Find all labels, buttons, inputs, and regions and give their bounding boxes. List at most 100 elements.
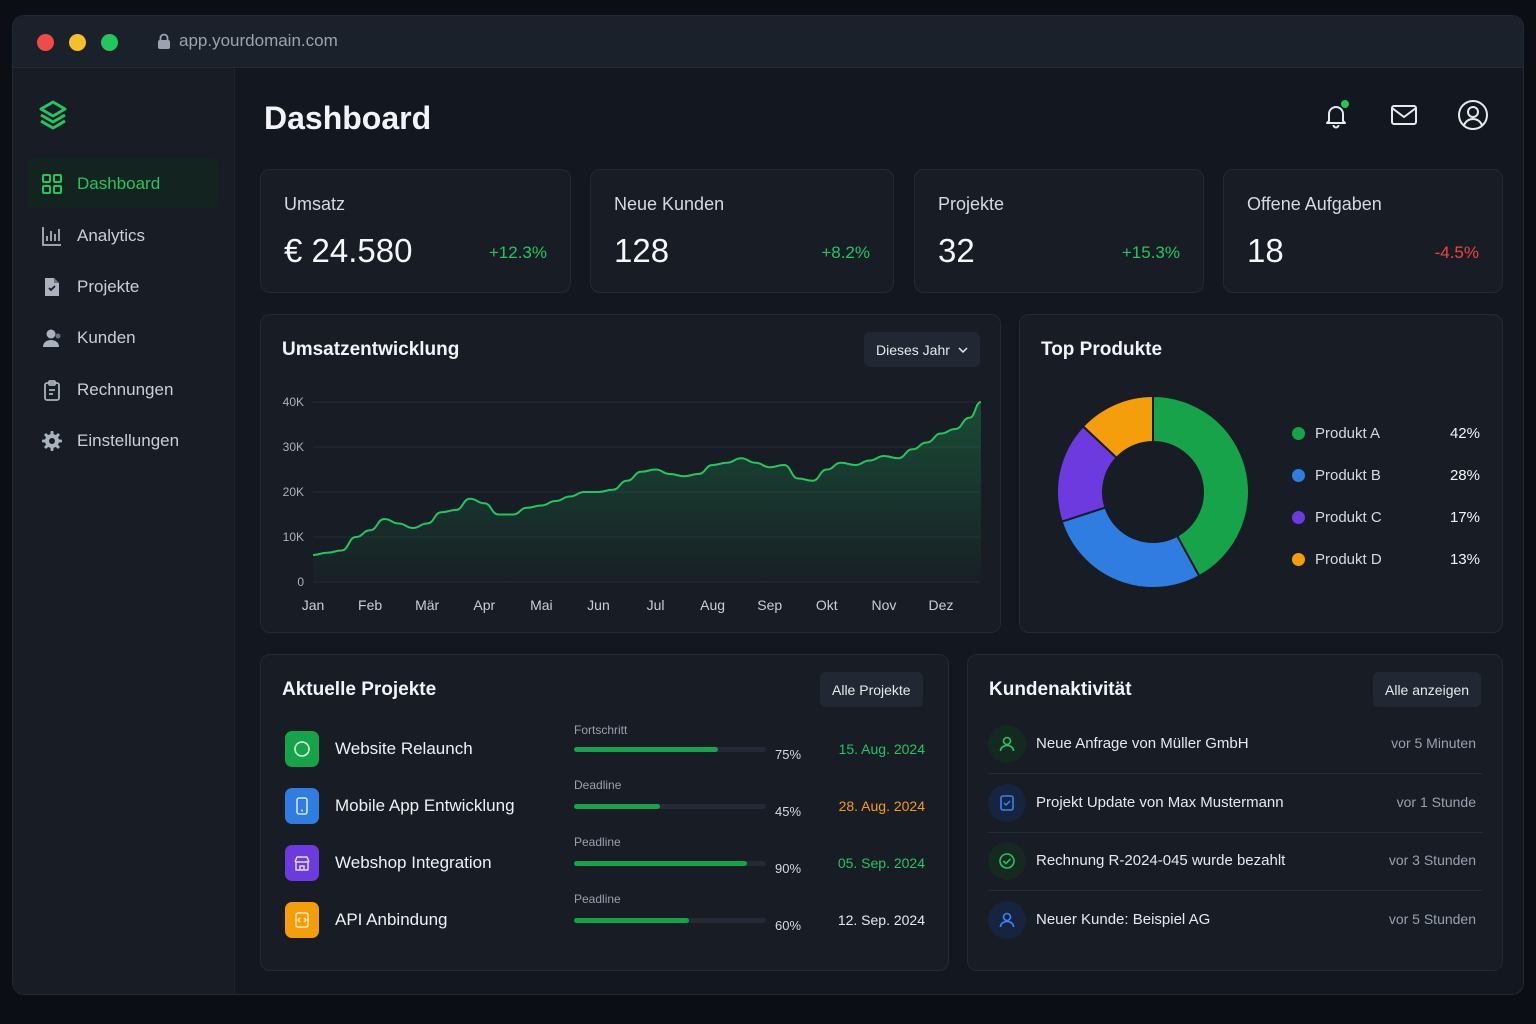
x-tick-label: Feb bbox=[358, 597, 382, 613]
gear-icon bbox=[42, 430, 62, 451]
sidebar-item-dashboard[interactable]: Dashboard bbox=[27, 158, 219, 209]
donut-slice[interactable] bbox=[1081, 394, 1154, 460]
progress-fill bbox=[574, 918, 690, 923]
progress-fill bbox=[574, 861, 747, 866]
sidebar-item-projekte[interactable]: Projekte bbox=[27, 261, 219, 312]
sidebar-item-label: Projekte bbox=[77, 276, 140, 296]
sidebar-item-label: Rechnungen bbox=[77, 379, 174, 399]
stat-change: -4.5% bbox=[1434, 243, 1479, 262]
close-window-button[interactable] bbox=[37, 34, 54, 51]
legend-swatch bbox=[1292, 469, 1305, 482]
project-name: API Anbindung bbox=[335, 910, 448, 929]
legend-item: Produkt C 17% bbox=[1292, 509, 1480, 526]
stat-value: 18 bbox=[1247, 232, 1284, 269]
project-date: 12. Sep. 2024 bbox=[837, 912, 925, 928]
phone-icon bbox=[285, 788, 319, 824]
maximize-window-button[interactable] bbox=[101, 34, 118, 51]
revenue-area-fill bbox=[313, 402, 981, 582]
x-tick-label: Apr bbox=[473, 597, 495, 613]
sidebar-item-rechnungen[interactable]: Rechnungen bbox=[27, 364, 219, 415]
legend-value: 17% bbox=[1449, 509, 1480, 526]
project-row[interactable]: API Anbindung Peadline 60% 12. Sep. 2024 bbox=[285, 892, 925, 940]
x-tick-label: Mär bbox=[415, 597, 439, 613]
clipboard-icon bbox=[44, 379, 60, 401]
revenue-chart-card: Umsatzentwicklung Dieses Jahr 0 10K 20K 30K… bbox=[260, 314, 1001, 633]
circle-icon bbox=[285, 731, 319, 767]
stat-change: +8.2% bbox=[821, 243, 870, 262]
progress-percent: 60% bbox=[775, 918, 802, 933]
progress-fill bbox=[574, 804, 661, 809]
period-dropdown-label: Dieses Jahr bbox=[876, 341, 950, 358]
page-title: Dashboard bbox=[264, 100, 432, 136]
chevron-down-icon bbox=[958, 346, 968, 353]
activity-text: Neuer Kunde: Beispiel AG bbox=[1036, 911, 1211, 928]
projects-title: Aktuelle Projekte bbox=[282, 679, 437, 700]
logo-icon bbox=[39, 100, 67, 130]
activity-time: vor 5 Minuten bbox=[1391, 735, 1476, 751]
activity-row[interactable]: Projekt Update von Max Mustermann vor 1 … bbox=[988, 775, 1482, 833]
project-sublabel: Deadline bbox=[574, 778, 622, 792]
mail-icon[interactable] bbox=[1389, 100, 1419, 130]
y-tick-label: 30K bbox=[283, 440, 304, 454]
project-row[interactable]: Website Relaunch Fortschritt 75% 15. Aug… bbox=[285, 723, 925, 769]
minimize-window-button[interactable] bbox=[69, 34, 86, 51]
x-tick-label: Jun bbox=[587, 597, 610, 613]
sidebar-item-kunden[interactable]: Kunden bbox=[27, 312, 219, 363]
sidebar-item-label: Kunden bbox=[77, 327, 136, 347]
activity-time: vor 1 Stunde bbox=[1396, 794, 1476, 810]
activity-row[interactable]: Neue Anfrage von Müller GmbH vor 5 Minut… bbox=[988, 716, 1482, 774]
legend-value: 13% bbox=[1449, 551, 1480, 568]
document-icon bbox=[988, 784, 1026, 822]
stat-change: +12.3% bbox=[488, 243, 547, 262]
legend-item: Produkt A 42% bbox=[1292, 425, 1480, 442]
grid-icon bbox=[42, 173, 62, 194]
activity-row[interactable]: Neuer Kunde: Beispiel AG vor 5 Stunden bbox=[988, 892, 1482, 950]
project-date: 28. Aug. 2024 bbox=[838, 798, 925, 814]
stat-label: Umsatz bbox=[284, 194, 346, 214]
projects-card: Aktuelle Projekte Alle Projekte Website … bbox=[260, 654, 949, 971]
period-dropdown[interactable]: Dieses Jahr bbox=[864, 332, 980, 367]
project-row[interactable]: Mobile App Entwicklung Deadline 45% 28. … bbox=[285, 778, 925, 826]
sidebar-item-einstellungen[interactable]: Einstellungen bbox=[27, 415, 219, 466]
shop-icon bbox=[285, 845, 319, 881]
progress-percent: 45% bbox=[775, 804, 802, 819]
activity-text: Projekt Update von Max Mustermann bbox=[1036, 794, 1284, 811]
project-date: 15. Aug. 2024 bbox=[838, 741, 925, 757]
x-tick-label: Aug bbox=[700, 597, 725, 613]
all-projects-button[interactable]: Alle Projekte bbox=[820, 672, 923, 707]
stat-card-neue-kunden: Neue Kunden 128 +8.2% bbox=[590, 169, 894, 293]
chart-title: Umsatzentwicklung bbox=[282, 339, 460, 360]
x-tick-label: Dez bbox=[929, 597, 954, 613]
lock-icon bbox=[158, 33, 170, 49]
stat-value: € 24.580 bbox=[284, 232, 413, 269]
y-tick-label: 0 bbox=[297, 575, 304, 589]
profile-icon[interactable] bbox=[1457, 99, 1489, 131]
show-all-activity-button[interactable]: Alle anzeigen bbox=[1373, 672, 1482, 707]
progress-percent: 90% bbox=[775, 861, 802, 876]
stat-card-offene-aufgaben: Offene Aufgaben 18 -4.5% bbox=[1223, 169, 1503, 293]
progress-bar bbox=[574, 804, 766, 809]
browser-titlebar: app.yourdomain.com bbox=[13, 16, 1523, 68]
sidebar-item-label: Dashboard bbox=[77, 173, 161, 193]
address-bar[interactable]: app.yourdomain.com bbox=[157, 31, 338, 51]
progress-bar bbox=[574, 861, 766, 866]
stat-value: 128 bbox=[614, 232, 670, 269]
donut-slice[interactable] bbox=[1060, 506, 1201, 589]
project-sublabel: Fortschritt bbox=[574, 723, 628, 737]
sidebar-item-analytics[interactable]: Analytics bbox=[27, 210, 219, 261]
bell-icon[interactable] bbox=[1321, 100, 1351, 130]
activity-row[interactable]: Rechnung R-2024-045 wurde bezahlt vor 3 … bbox=[988, 833, 1482, 891]
legend-label: Produkt A bbox=[1315, 425, 1381, 442]
x-tick-label: Mai bbox=[530, 597, 553, 613]
main-content: Dashboard Umsatz € 24.580 +12.3% Neue Ku… bbox=[235, 68, 1523, 994]
revenue-line bbox=[312, 401, 982, 556]
y-tick-label: 40K bbox=[283, 395, 304, 409]
activity-text: Rechnung R-2024-045 wurde bezahlt bbox=[1036, 852, 1286, 869]
activity-time: vor 3 Stunden bbox=[1388, 852, 1476, 868]
donut-slice[interactable] bbox=[1152, 394, 1250, 578]
project-sublabel: Peadline bbox=[574, 835, 621, 849]
project-row[interactable]: Webshop Integration Peadline 90% 05. Sep… bbox=[285, 835, 925, 883]
legend-label: Produkt D bbox=[1315, 551, 1382, 568]
project-sublabel: Peadline bbox=[574, 892, 621, 906]
project-name: Mobile App Entwicklung bbox=[335, 796, 515, 815]
